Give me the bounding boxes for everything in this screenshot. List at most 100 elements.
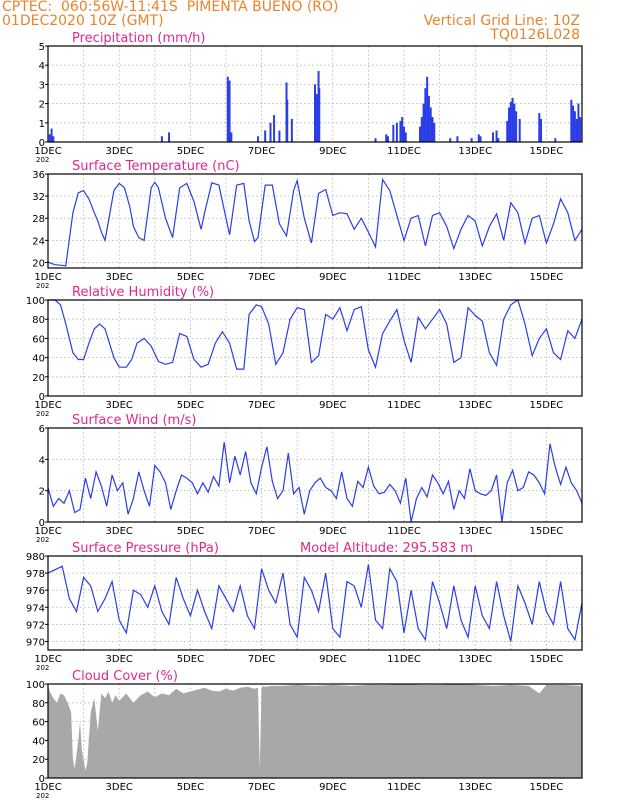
humidity-xtick-label: 11DEC [387, 400, 421, 411]
pressure-frame [47, 555, 583, 651]
wind-year-fragment: 202 [36, 536, 49, 544]
precip-bar [554, 138, 557, 142]
precip-bar [538, 113, 541, 142]
pressure-xtick-label: 5DEC [177, 654, 204, 665]
wind-xtick-label: 1DEC [34, 526, 61, 537]
precip-panel [45, 45, 583, 143]
pressure-panel [45, 555, 583, 651]
precip-bar [392, 124, 395, 142]
wind-series-line [47, 442, 583, 523]
temperature-series-line [47, 177, 583, 267]
cloud-panel [45, 683, 583, 779]
precip-bar [269, 122, 272, 142]
precip-bar [477, 134, 480, 142]
precip-bar [160, 136, 163, 142]
temperature-ytick-label: 32 [32, 192, 45, 203]
precip-bar [449, 138, 452, 142]
cloud-xtick-label: 3DEC [106, 782, 133, 793]
precip-ytick-label: 3 [39, 80, 45, 91]
precip-xtick-label: 3DEC [106, 146, 133, 157]
pressure-xtick-label: 3DEC [106, 654, 133, 665]
precip-bar [50, 128, 53, 142]
cloud-xtick-label: 13DEC [458, 782, 492, 793]
pressure-xtick-label: 7DEC [248, 654, 275, 665]
pressure-xtick-label: 13DEC [458, 654, 492, 665]
temperature-xtick-label: 11DEC [387, 272, 421, 283]
temperature-title: Surface Temperature (nC) [72, 159, 240, 174]
temperature-xtick-label: 3DEC [106, 272, 133, 283]
wind-title: Surface Wind (m/s) [72, 413, 196, 428]
pressure-xtick-label: 9DEC [319, 654, 346, 665]
precip-bar [404, 132, 407, 142]
precip-bar [509, 101, 512, 142]
precip-bar [278, 130, 281, 142]
cloud-xtick-label: 9DEC [319, 782, 346, 793]
pressure-title: Surface Pressure (hPa) [72, 541, 219, 556]
precip-bar [318, 88, 321, 142]
precip-bar [518, 118, 521, 142]
temperature-xtick-label: 13DEC [458, 272, 492, 283]
precip-xtick-label: 7DEC [248, 146, 275, 157]
pressure-ytick-label: 978 [26, 569, 45, 580]
cloud-xtick-label: 1DEC [34, 782, 61, 793]
humidity-xtick-label: 3DEC [106, 400, 133, 411]
precip-bar [257, 136, 260, 142]
precip-xtick-label: 15DEC [530, 146, 564, 157]
precip-ytick-label: 5 [39, 42, 45, 53]
precip-bar [226, 76, 229, 142]
precip-bar [470, 138, 473, 142]
precip-bar [570, 99, 573, 142]
temperature-xtick-label: 7DEC [248, 272, 275, 283]
precip-bar [395, 122, 398, 142]
precip-bar [52, 136, 55, 142]
cloud-area [48, 684, 582, 778]
humidity-ytick-label: 40 [32, 354, 45, 365]
temperature-ytick-label: 20 [32, 258, 45, 269]
humidity-xtick-label: 15DEC [530, 400, 564, 411]
precip-bar [290, 118, 293, 142]
precip-bar [424, 88, 427, 142]
precip-ytick-label: 1 [39, 119, 45, 130]
humidity-ytick-label: 60 [32, 334, 45, 345]
precip-bar [315, 94, 318, 142]
precip-bar [374, 138, 377, 142]
humidity-frame [47, 299, 583, 397]
pressure-xtick-label: 11DEC [387, 654, 421, 665]
cloud-ytick-label: 80 [32, 699, 45, 710]
humidity-ytick-label: 80 [32, 315, 45, 326]
precip-bar [420, 117, 423, 142]
precip-ytick-label: 4 [39, 61, 45, 72]
precip-bar [497, 138, 500, 142]
humidity-title: Relative Humidity (%) [72, 285, 214, 300]
precip-bar [575, 118, 578, 142]
precip-bar [492, 132, 494, 142]
precip-bar [168, 132, 171, 142]
precip-bar [431, 117, 434, 142]
cloud-year-fragment: 202 [36, 792, 49, 800]
humidity-panel [45, 299, 583, 397]
cloud-xtick-label: 5DEC [177, 782, 204, 793]
temperature-ytick-label: 28 [32, 214, 45, 225]
temperature-xtick-label: 5DEC [177, 272, 204, 283]
precip-bar [506, 120, 509, 142]
precip-xtick-label: 5DEC [177, 146, 204, 157]
pressure-xtick-label: 1DEC [34, 654, 61, 665]
precip-bar [419, 126, 422, 142]
precip-bar [422, 103, 425, 142]
temperature-xtick-label: 1DEC [34, 272, 61, 283]
precip-bar [577, 103, 580, 142]
cloud-xtick-label: 15DEC [530, 782, 564, 793]
humidity-xtick-label: 5DEC [177, 400, 204, 411]
pressure-ytick-label: 976 [26, 586, 45, 597]
precip-bar [511, 97, 514, 142]
cloud-ytick-label: 60 [32, 718, 45, 729]
wind-xtick-label: 3DEC [106, 526, 133, 537]
cloud-frame [47, 683, 583, 779]
precip-bar [48, 134, 51, 142]
humidity-year-fragment: 202 [36, 410, 49, 418]
precip-bar [385, 134, 388, 142]
pressure-year-fragment: 202 [36, 664, 49, 672]
humidity-ytick-label: 100 [26, 296, 45, 307]
wind-xtick-label: 9DEC [319, 526, 346, 537]
